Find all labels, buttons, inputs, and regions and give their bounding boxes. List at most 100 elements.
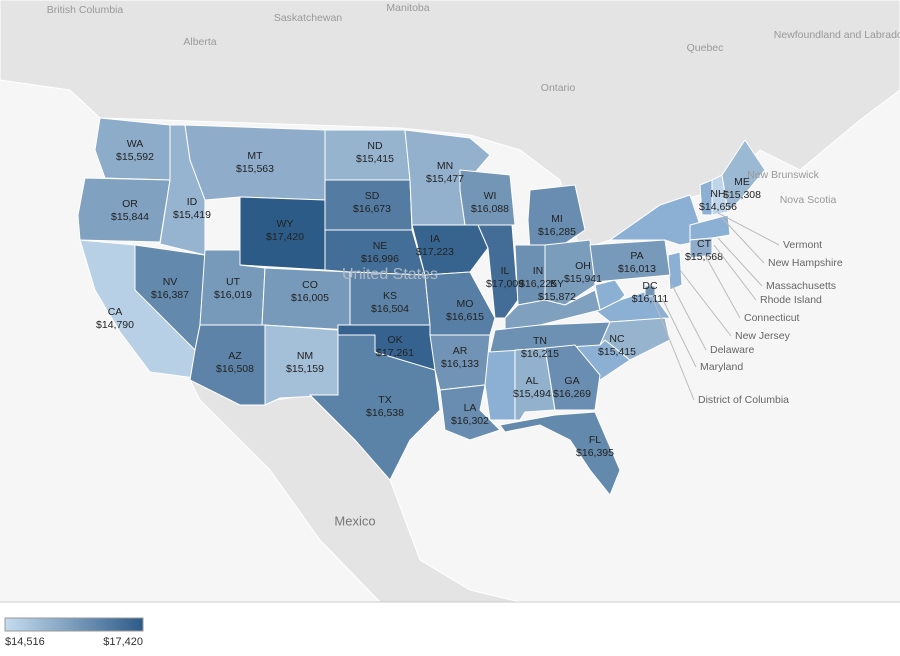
states — [77, 117, 766, 496]
leader-line — [713, 244, 757, 301]
state-value: $16,225 — [519, 278, 557, 290]
state-value: $15,568 — [685, 251, 723, 263]
state-code: NC — [609, 333, 625, 345]
state-code: NM — [297, 350, 313, 362]
callout-label: Connecticut — [744, 312, 800, 324]
leader-line — [717, 237, 763, 287]
state — [77, 177, 171, 243]
place-label: Saskatchewan — [274, 12, 342, 24]
state-value: $15,592 — [116, 151, 154, 163]
state-code: IA — [430, 233, 440, 245]
state-shape — [667, 251, 683, 291]
state-value: $15,308 — [723, 189, 761, 201]
place-label: Nova Scotia — [780, 194, 837, 206]
leader-line — [661, 297, 697, 368]
state-value: $15,494 — [513, 388, 551, 400]
state-value: $16,133 — [441, 358, 479, 370]
state-value: $16,285 — [538, 226, 576, 238]
state-code: IL — [501, 265, 510, 277]
state-value: $14,656 — [699, 201, 737, 213]
state-code: MI — [551, 213, 563, 225]
state-value: $15,159 — [286, 363, 324, 375]
place-label: New Brunswick — [747, 169, 820, 181]
state-code: CA — [108, 306, 123, 318]
state-code: AZ — [228, 350, 242, 362]
state-code: WA — [127, 138, 144, 150]
state-code: WI — [484, 190, 497, 202]
state — [589, 239, 671, 283]
state-value: $17,223 — [416, 246, 454, 258]
state-value: $15,419 — [173, 209, 211, 221]
state-value: $17,009 — [486, 278, 524, 290]
state-value: $16,615 — [446, 311, 484, 323]
state-code: OK — [387, 334, 402, 346]
state-code: MT — [247, 150, 263, 162]
state-code: MO — [457, 298, 474, 310]
state-code: CO — [302, 279, 318, 291]
state — [644, 285, 656, 297]
state-code: LA — [464, 402, 477, 414]
state-code: NE — [373, 240, 388, 252]
state — [264, 324, 339, 406]
state-value: $14,790 — [96, 319, 134, 331]
callout-label: Maryland — [700, 361, 743, 373]
state-value: $15,844 — [111, 211, 149, 223]
state-value: $16,302 — [451, 415, 489, 427]
state-code: SD — [365, 190, 380, 202]
state-code: UT — [226, 276, 241, 288]
state-value: $15,941 — [564, 273, 602, 285]
callout-label: Delaware — [710, 344, 755, 356]
state-value: $16,996 — [361, 253, 399, 265]
state-value: $17,261 — [376, 347, 414, 359]
state-value: $16,013 — [618, 263, 656, 275]
leader-line — [679, 269, 732, 337]
state-code: WY — [277, 218, 294, 230]
legend-max: $17,420 — [103, 636, 143, 648]
state-code: GA — [564, 375, 579, 387]
labels: WA$15,592OR$15,844CA$14,790NV$16,387ID$1… — [47, 2, 900, 529]
state-code: FL — [589, 434, 601, 446]
state-value: $16,673 — [353, 203, 391, 215]
place-label: United States — [342, 266, 438, 283]
state-value: $16,387 — [151, 289, 189, 301]
state-value: $16,088 — [471, 203, 509, 215]
state-value: $15,415 — [356, 153, 394, 165]
legend-bar — [4, 617, 144, 632]
state-code: PA — [630, 250, 643, 262]
state-value: $15,563 — [236, 163, 274, 175]
state-value: $15,872 — [538, 291, 576, 303]
leader-line — [717, 212, 780, 246]
callout-label: Vermont — [783, 239, 822, 251]
state — [499, 411, 621, 496]
state — [544, 344, 601, 411]
state-code: AL — [526, 375, 539, 387]
callout-label: New Jersey — [735, 330, 791, 342]
legend-min: $14,516 — [5, 636, 45, 648]
state-value: $16,504 — [371, 303, 409, 315]
state-code: DC — [642, 280, 658, 292]
place-label: Mexico — [334, 513, 375, 528]
state-code: AR — [453, 345, 468, 357]
callout-label: New Hampshire — [768, 257, 843, 269]
callout-label: Rhode Island — [760, 294, 822, 306]
leader-line — [671, 284, 707, 351]
state-value: $15,477 — [426, 173, 464, 185]
state-code: IN — [533, 265, 544, 277]
leader-line — [651, 295, 695, 401]
state — [689, 237, 713, 259]
state-shape — [689, 214, 731, 241]
state-code: NV — [163, 276, 178, 288]
state-code: KY — [550, 278, 564, 290]
state — [439, 384, 501, 441]
state-value: $16,005 — [291, 292, 329, 304]
state-code: KS — [383, 290, 397, 302]
state-code: ID — [187, 196, 198, 208]
state-value: $16,269 — [553, 388, 591, 400]
state-value: $16,215 — [521, 348, 559, 360]
state-value: $17,420 — [266, 231, 304, 243]
state-code: OH — [575, 260, 591, 272]
place-label: Newfoundland and Labrador — [774, 29, 900, 41]
state-code: ND — [367, 140, 383, 152]
place-label: British Columbia — [47, 4, 124, 16]
state-code: TX — [378, 394, 391, 406]
